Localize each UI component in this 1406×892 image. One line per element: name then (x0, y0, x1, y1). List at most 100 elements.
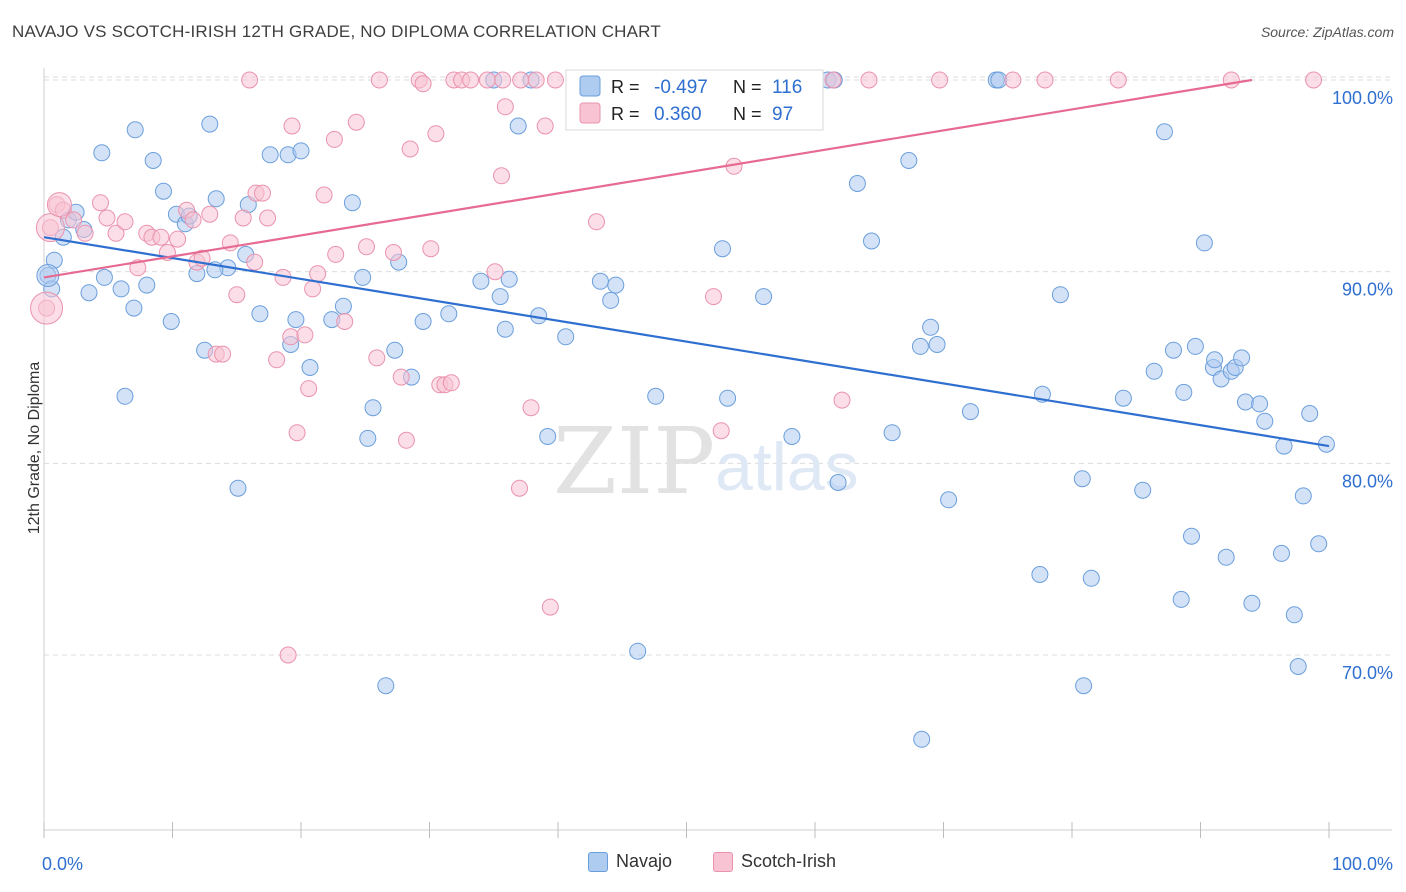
navajo-trend-line (43, 236, 1330, 448)
navajo-point (1134, 481, 1152, 499)
legend-swatch-scotch-irish (579, 102, 601, 124)
scotch-irish-point (46, 192, 72, 218)
navajo-point (1073, 470, 1091, 488)
navajo-point (629, 642, 647, 660)
legend-n-label-scotch-irish: N = (733, 104, 762, 124)
scotch-irish-point (152, 228, 170, 246)
navajo-point (714, 240, 731, 258)
navajo-point (386, 341, 404, 359)
scotch-irish-point (442, 374, 460, 392)
scotch-irish-point (254, 184, 271, 202)
scotch-irish-point (527, 71, 545, 89)
navajo-point (125, 299, 143, 317)
navajo-point (962, 403, 979, 421)
scotch-irish-point (347, 113, 365, 131)
scotch-irish-point (98, 209, 116, 227)
navajo-point (1301, 405, 1319, 422)
navajo-point (301, 359, 319, 376)
y-tick-label: 70.0% (1342, 663, 1393, 683)
legend-bottom: Navajo Scotch-Irish (0, 851, 1406, 877)
scotch-irish-trend-line (43, 78, 1253, 279)
scotch-irish-point (241, 71, 259, 89)
navajo-point (1243, 594, 1261, 612)
x-tick-label-max: 100.0% (1332, 854, 1393, 874)
scotch-irish-point (107, 224, 125, 242)
scotch-irish-point (228, 286, 246, 304)
y-tick-label: 80.0% (1342, 471, 1393, 491)
navajo-point (95, 268, 113, 286)
legend-swatch-navajo-bottom (588, 851, 608, 872)
scotch-irish-point (512, 71, 530, 89)
legend-n-value-scotch-irish: 97 (772, 104, 793, 125)
legend-label-navajo: Navajo (616, 851, 673, 871)
legend-r-label-navajo: R = (611, 77, 640, 97)
navajo-point (1256, 412, 1274, 430)
x-tick-label-min: 0.0% (42, 854, 83, 874)
scotch-irish-point (486, 263, 504, 281)
navajo-point (557, 328, 575, 346)
navajo-point (1294, 487, 1312, 505)
navajo-point (829, 474, 847, 491)
legend-top: R = -0.497 N = 116 R = 0.360 N = 97 (565, 69, 824, 131)
navajo-point (1237, 393, 1254, 411)
navajo-point (261, 146, 279, 164)
navajo-point (1175, 383, 1193, 401)
navajo-point (500, 270, 518, 288)
navajo-point (440, 305, 458, 323)
navajo-point (602, 291, 620, 309)
y-tick-labels: 70.0% 80.0% 90.0% 100.0% (1332, 88, 1393, 683)
scotch-irish-point (35, 213, 65, 243)
scotch-irish-point (336, 313, 354, 330)
navajo-point (1217, 548, 1235, 566)
navajo-point (990, 71, 1008, 89)
navajo-point (607, 276, 625, 294)
navajo-point (334, 297, 352, 315)
navajo-point (647, 387, 665, 405)
scotch-irish-point (325, 130, 343, 148)
scotch-irish-point (493, 167, 510, 185)
navajo-point (80, 284, 98, 302)
legend-label-scotch-irish: Scotch-Irish (741, 851, 837, 871)
scotch-irish-point (427, 125, 445, 143)
navajo-point (509, 117, 527, 135)
navajo-point (1183, 527, 1200, 545)
navajo-point (1186, 337, 1204, 355)
legend-item-navajo: Navajo (588, 851, 672, 872)
navajo-point (126, 121, 144, 139)
legend-r-label-scotch-irish: R = (611, 104, 640, 124)
navajo-point (922, 318, 940, 336)
scotch-irish-point (1305, 71, 1323, 89)
navajo-point (1051, 286, 1069, 304)
navajo-point (1082, 569, 1100, 587)
scotch-irish-point (315, 186, 333, 204)
scotch-irish-point (401, 140, 419, 158)
scotch-irish-point (92, 194, 109, 212)
watermark-zip: ZIP (553, 408, 715, 515)
scotch-irish-point (309, 265, 327, 283)
navajo-point (1251, 395, 1269, 413)
scotch-irish-point (860, 71, 878, 89)
navajo-point (491, 288, 509, 306)
navajo-point (1172, 590, 1190, 608)
navajo-point (1165, 341, 1182, 359)
navajo-point (1310, 535, 1328, 553)
navajo-point (364, 399, 382, 417)
navajo-point (287, 311, 305, 329)
chart-title: NAVAJO VS SCOTCH-IRISH 12TH GRADE, NO DI… (12, 22, 661, 41)
scotch-irish-point (712, 422, 730, 440)
navajo-point (144, 152, 162, 169)
scotch-irish-point (511, 479, 528, 497)
scotch-irish-point (246, 253, 264, 271)
navajo-point (755, 288, 773, 306)
legend-swatch-scotch-irish-bottom (713, 851, 733, 872)
scotch-irish-point (414, 75, 432, 93)
scotch-irish-point (76, 224, 94, 242)
legend-r-value-navajo: -0.497 (654, 77, 708, 98)
navajo-point (112, 280, 130, 298)
y-tick-label: 90.0% (1342, 280, 1393, 300)
scotch-irish-point (268, 351, 286, 369)
navajo-point (201, 115, 219, 133)
navajo-point (292, 142, 310, 160)
navajo-point (1206, 351, 1224, 369)
navajo-point (591, 272, 609, 290)
